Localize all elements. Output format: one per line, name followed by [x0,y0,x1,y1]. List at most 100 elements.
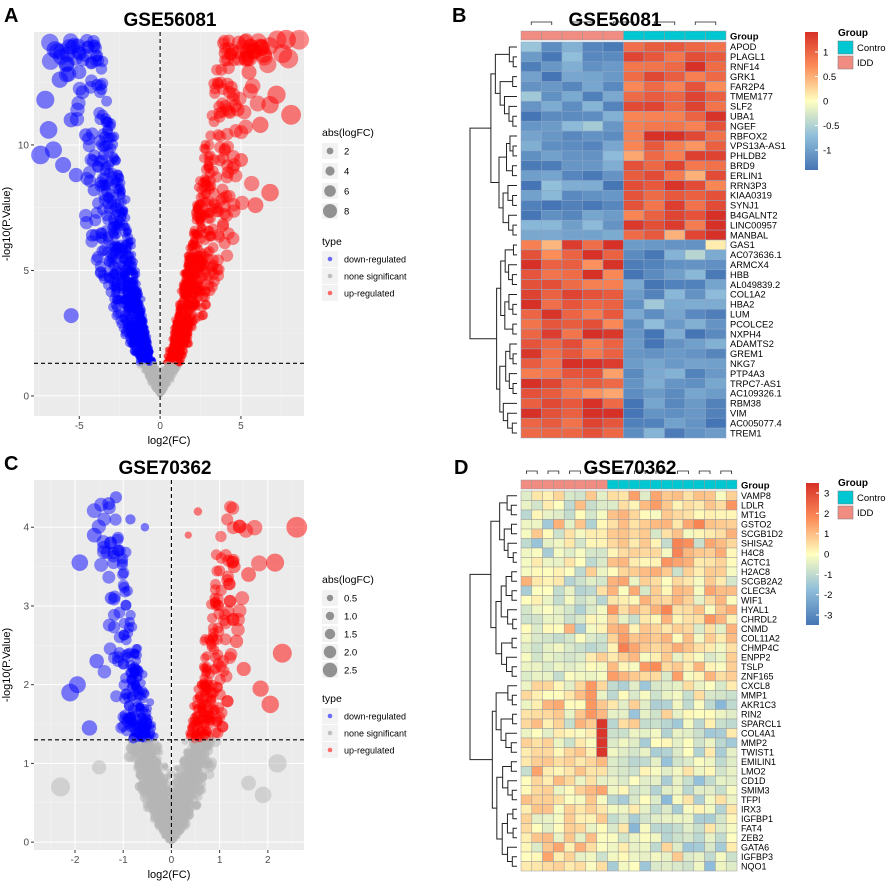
up-point [205,261,216,273]
down-point [130,268,138,277]
up-point [175,337,183,344]
down-point [139,329,147,337]
down-point [108,139,119,150]
down-point [118,581,130,593]
heatmap-cell [705,111,727,122]
size-legend-symbol [324,185,336,197]
heatmap-b: GroupAPODPLAGL1RNF14GRK1FAR2P4TMEM177SLF… [469,21,886,439]
down-point [100,161,112,173]
up-point [199,259,210,269]
down-point [130,257,139,266]
heatmap-cell [623,200,645,211]
up-point [211,76,224,89]
heatmap-cell [602,130,624,142]
up-point [204,181,215,192]
up-point [189,316,198,326]
heatmap-cell [643,111,665,122]
heatmap-cell [520,408,542,419]
up-point [243,175,260,192]
down-point [115,308,125,318]
type-legend-symbol [327,273,333,279]
row-label: LUM [730,309,750,319]
down-point [96,245,108,257]
heatmap-cell [623,378,645,389]
down-point [108,246,119,257]
down-point [116,281,126,292]
up-point [184,316,193,324]
up-point [206,281,218,293]
down-point [107,132,118,143]
up-point [181,325,189,334]
size-legend-label: 8 [344,207,349,218]
heatmap-cell [582,279,604,290]
up-point [196,212,206,222]
heatmap-cell [602,51,624,63]
heatmap-cell [582,388,604,399]
type-legend-label: none significant [344,272,407,282]
down-point [111,284,122,294]
up-point [177,341,185,349]
down-point [71,38,86,53]
type-legend-symbol [327,290,333,296]
heatmap-cell [520,289,542,300]
down-point [140,335,148,342]
heatmap-cell [705,170,727,181]
down-point [116,186,126,196]
up-point [185,317,194,326]
heatmap-cell [602,309,624,320]
heatmap-cell [561,368,583,379]
down-point [125,289,134,298]
up-point [195,176,205,186]
down-point [130,302,139,311]
heatmap-cell [520,210,542,221]
panel-letter-d: D [454,457,468,479]
heatmap-cell [541,81,563,92]
up-point [218,207,231,220]
heatmap-cell [643,328,665,340]
down-point [132,310,140,318]
down-point [136,309,144,317]
colorbar-tick-label: -0.5 [823,121,839,132]
y-tick-label: 5 [23,266,29,277]
row-label: VPS13A-AS1 [730,141,786,151]
heatmap-cell [623,140,645,152]
heatmap-cell [541,71,563,82]
heatmap-cell [602,318,624,330]
up-point [216,220,229,233]
row-label: AC109326.1 [730,389,782,399]
down-point [89,214,102,227]
up-point [201,206,212,217]
down-point [143,354,150,361]
heatmap-cell [561,120,583,132]
heatmap-cell [643,81,665,92]
heatmap-cell [602,269,624,280]
up-point [177,337,185,345]
heatmap-cell [684,91,706,102]
ns-point [152,375,158,382]
down-point [104,272,115,284]
down-point [124,256,133,265]
heatmap-cell [520,427,542,439]
down-point [116,187,126,197]
down-point [137,301,144,309]
down-point [116,276,126,286]
up-point [168,349,175,356]
heatmap-cell [664,388,686,399]
down-point [135,337,143,345]
heatmap-cell [541,378,563,389]
up-point [199,205,210,216]
heatmap-cell [582,190,604,201]
up-point [182,322,191,330]
down-point [119,248,128,258]
up-point [205,175,217,186]
heatmap-cell [520,81,542,92]
heatmap-cell [643,318,665,330]
heatmap-cell [520,269,542,280]
heatmap-cell [664,160,686,171]
up-point [168,348,175,355]
heatmap-cell [664,130,686,142]
up-point [239,47,255,63]
up-point [173,351,181,358]
up-point [172,337,179,344]
heatmap-cell [684,160,706,171]
